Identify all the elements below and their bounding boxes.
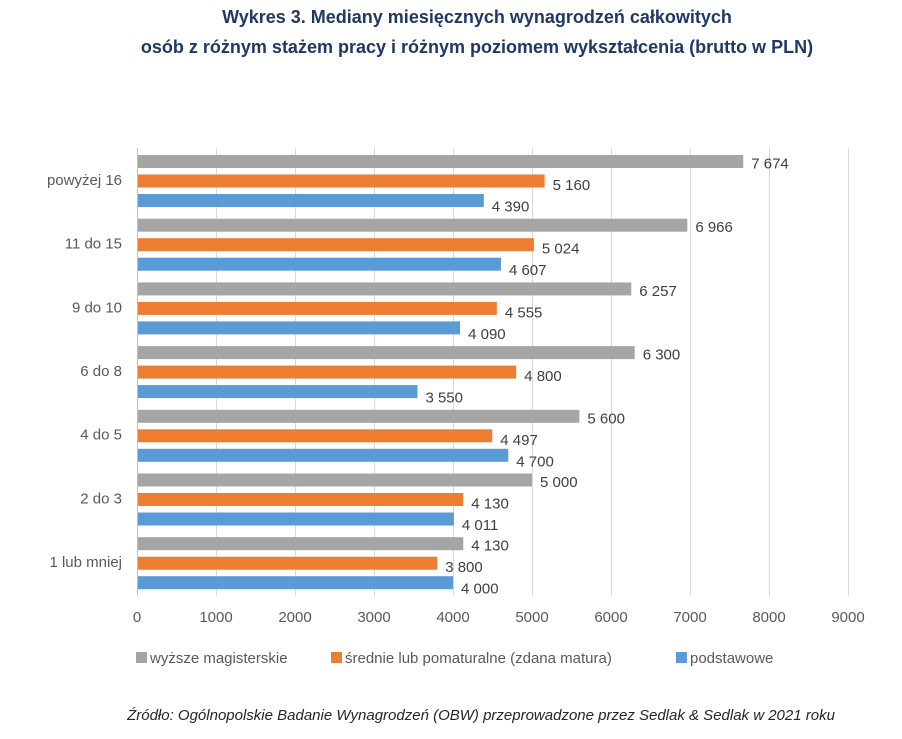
series-3: 4 390 4 607 4 090 3 550 4 700 4 011 4 000 xyxy=(138,194,554,598)
legend-label: podstawowe xyxy=(690,650,773,667)
data-label: 6 966 xyxy=(695,219,733,236)
data-label: 6 257 xyxy=(639,283,677,300)
data-label: 4 011 xyxy=(462,517,498,534)
x-tick-label: 8000 xyxy=(752,609,785,626)
category-label: 2 do 3 xyxy=(80,490,122,507)
legend-swatch xyxy=(136,652,147,663)
bar xyxy=(138,448,509,462)
legend-label: średnie lub pomaturalne (zdana matura) xyxy=(345,650,612,667)
x-tick-label: 9000 xyxy=(831,609,864,626)
data-label: 3 550 xyxy=(425,390,463,407)
data-label: 4 000 xyxy=(461,581,499,598)
category-label: powyżej 16 xyxy=(47,172,122,189)
chart-title-line-2: osób z różnym stażem pracy i różnym pozi… xyxy=(140,37,814,57)
bar xyxy=(138,493,464,506)
category-label: 9 do 10 xyxy=(72,299,122,316)
data-label: 4 390 xyxy=(492,199,530,216)
bar xyxy=(138,346,635,360)
x-tick-label: 1000 xyxy=(199,609,232,626)
data-label: 4 497 xyxy=(500,432,538,449)
category-label: 4 do 5 xyxy=(80,427,122,444)
bar xyxy=(138,174,545,188)
x-tick-label: 7000 xyxy=(673,609,706,626)
category-label: 1 lub mniej xyxy=(49,554,122,571)
bar xyxy=(138,257,501,271)
data-label: 3 800 xyxy=(445,559,483,576)
data-label: 4 555 xyxy=(505,304,543,321)
x-tick-label: 4000 xyxy=(436,609,469,626)
x-tick-label: 2000 xyxy=(278,609,311,626)
bar xyxy=(138,282,632,296)
bar xyxy=(138,385,418,399)
bar xyxy=(138,576,453,590)
data-label: 7 674 xyxy=(751,156,789,173)
bar xyxy=(138,321,461,335)
legend-swatch xyxy=(331,652,342,663)
bar xyxy=(138,556,438,570)
bar xyxy=(138,218,688,232)
bar xyxy=(138,301,497,315)
x-tick-label: 6000 xyxy=(594,609,627,626)
data-label: 4 700 xyxy=(516,453,554,470)
bar xyxy=(138,409,580,423)
data-label: 5 024 xyxy=(542,241,580,258)
legend-swatch xyxy=(676,652,687,663)
legend: wyższe magisterskie średnie lub pomatural… xyxy=(136,650,773,667)
data-label: 4 800 xyxy=(524,368,562,385)
x-tick-label: 5000 xyxy=(515,609,548,626)
series-1: 7 674 6 966 6 257 6 300 5 600 5 000 4 130 xyxy=(138,155,789,555)
bar xyxy=(138,473,532,487)
bar xyxy=(138,537,464,551)
data-label: 4 130 xyxy=(471,538,509,555)
x-tick-label: 3000 xyxy=(357,609,390,626)
bar xyxy=(138,429,493,443)
series-2: 5 160 5 024 4 555 4 800 4 497 4 130 3 800 xyxy=(138,174,591,576)
x-axis: 0 1000 2000 3000 4000 5000 6000 7000 8000 9000 xyxy=(133,609,865,626)
data-label: 4 130 xyxy=(471,496,509,513)
bar xyxy=(138,238,534,252)
data-label: 4 090 xyxy=(468,326,506,343)
category-label: 6 do 8 xyxy=(80,363,122,380)
y-axis: powyżej 16 11 do 15 9 do 10 6 do 8 4 do 5 2 d… xyxy=(47,172,122,571)
data-label: 5 600 xyxy=(587,410,625,427)
bar xyxy=(138,365,517,379)
data-label: 5 000 xyxy=(540,474,578,491)
bar xyxy=(138,512,454,526)
data-label: 6 300 xyxy=(643,347,681,364)
x-tick-label: 0 xyxy=(133,609,141,626)
category-label: 11 do 15 xyxy=(65,236,122,253)
bar xyxy=(138,155,744,168)
source-note: Źródło: Ogólnopolskie Badanie Wynagrodze… xyxy=(127,707,835,724)
data-label: 4 607 xyxy=(509,262,547,279)
bar xyxy=(138,194,484,207)
data-label: 5 160 xyxy=(553,177,591,194)
legend-label: wyższe magisterskie xyxy=(149,650,288,667)
chart-title-line-1: Wykres 3. Mediany miesięcznych wynagrodz… xyxy=(222,7,732,27)
